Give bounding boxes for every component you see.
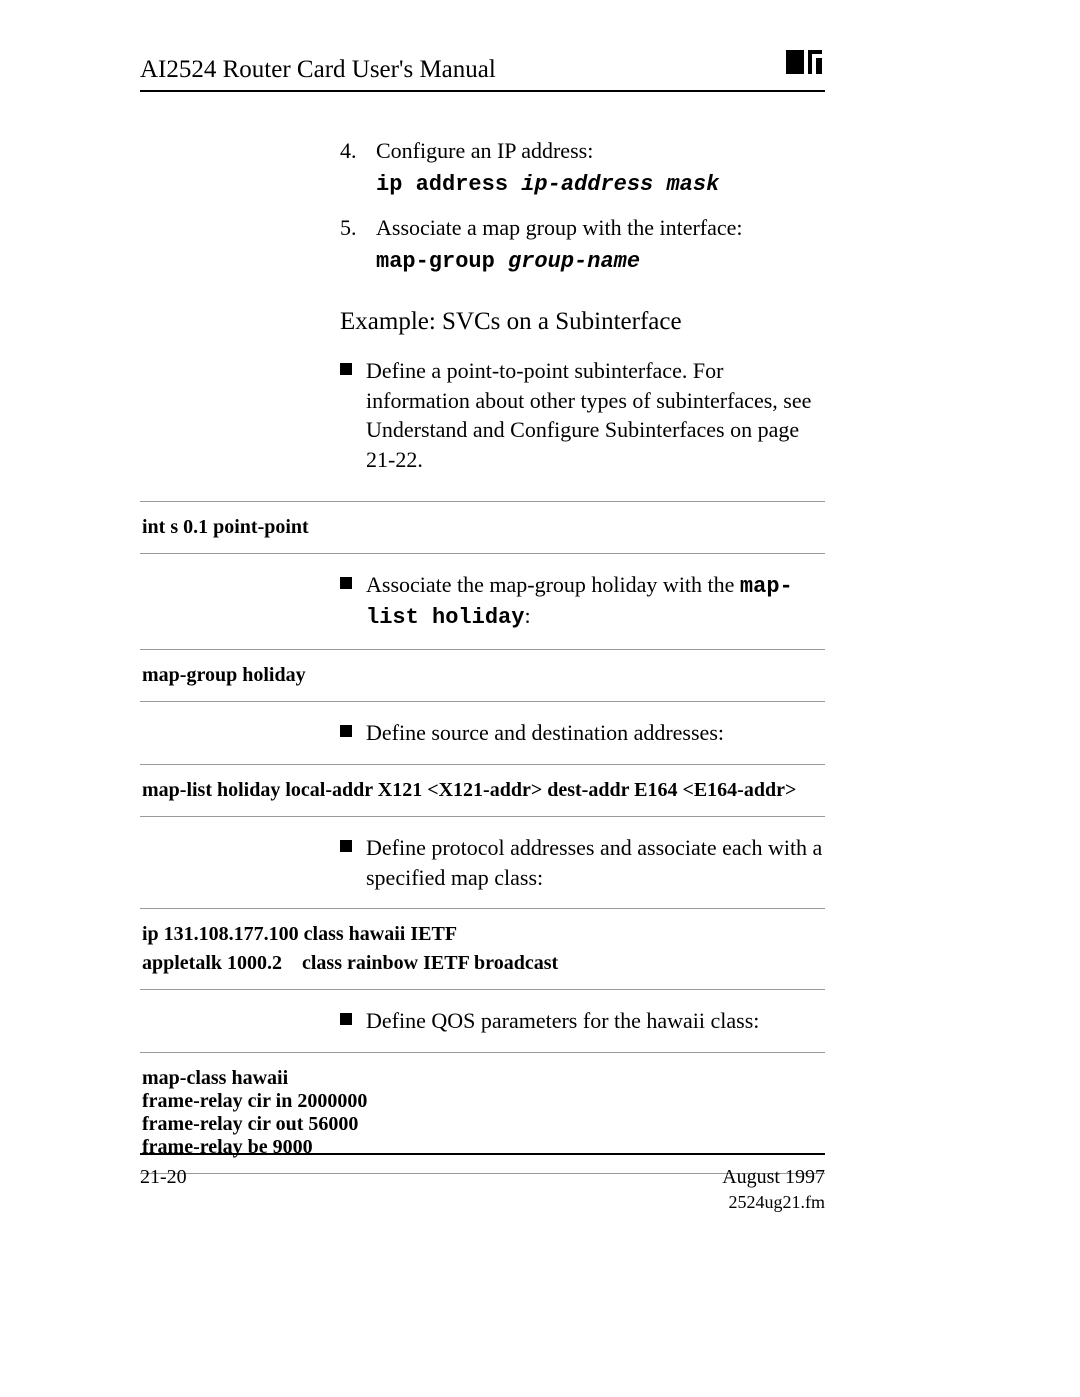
list-item: Define a point-to-point subinterface. Fo… [340, 356, 825, 475]
text-post: : [524, 603, 530, 628]
step-text: Associate a map group with the interface… [376, 215, 743, 241]
config-line: int s 0.1 point-point [140, 510, 825, 545]
footer-filename: 2524ug21.fm [729, 1192, 826, 1213]
content-area: 4. Configure an IP address: ip address i… [140, 120, 825, 1182]
bullet-text: Define source and destination addresses: [366, 718, 724, 748]
bullet-text: Define QOS parameters for the hawaii cla… [366, 1006, 759, 1036]
step-5: 5. Associate a map group with the interf… [340, 215, 825, 241]
config-line: frame-relay cir out 56000 [140, 1113, 825, 1136]
code-cmd: map-group [376, 249, 508, 274]
bullet-icon [340, 577, 352, 589]
divider [140, 701, 825, 702]
divider [140, 816, 825, 817]
step-5-code: map-group group-name [376, 249, 825, 274]
brand-logo-icon [786, 48, 822, 76]
config-col-right: class rainbow IETF broadcast [302, 952, 558, 975]
step-4-code: ip address ip-address mask [376, 172, 825, 197]
explain-block: Define protocol addresses and associate … [340, 833, 825, 892]
config-line: map-class hawaii [140, 1061, 825, 1090]
list-item: Define protocol addresses and associate … [340, 833, 825, 892]
bullet-icon [340, 725, 352, 737]
bullet-text: Define protocol addresses and associate … [366, 833, 825, 892]
config-line: frame-relay be 9000 [140, 1136, 825, 1165]
explain-block: Associate the map-group holiday with the… [340, 570, 825, 633]
config-col-left: appletalk 1000.2 [142, 952, 302, 975]
bullet-icon [340, 363, 352, 375]
bullet-icon [340, 840, 352, 852]
step-4: 4. Configure an IP address: [340, 138, 825, 164]
code-arg: ip-address mask [521, 172, 719, 197]
divider [140, 649, 825, 650]
divider [140, 553, 825, 554]
text-pre: Associate the map-group holiday with the [366, 572, 740, 597]
explain-block: Define QOS parameters for the hawaii cla… [340, 1006, 825, 1036]
divider [140, 908, 825, 909]
bullet-text: Define a point-to-point subinterface. Fo… [366, 356, 825, 475]
footer-rule [140, 1153, 825, 1155]
step-number: 4. [340, 138, 376, 164]
config-line: frame-relay cir in 2000000 [140, 1090, 825, 1113]
divider [140, 501, 825, 502]
footer-date: August 1997 [722, 1166, 825, 1189]
config-line: map-group holiday [140, 658, 825, 693]
steps-block: 4. Configure an IP address: ip address i… [340, 138, 825, 475]
list-item: Associate the map-group holiday with the… [340, 570, 825, 633]
header-rule [140, 90, 825, 92]
footer-page-number: 21-20 [140, 1166, 187, 1189]
divider [140, 989, 825, 990]
list-item: Define QOS parameters for the hawaii cla… [340, 1006, 825, 1036]
step-number: 5. [340, 215, 376, 241]
divider [140, 1052, 825, 1053]
example-heading: Example: SVCs on a Subinterface [340, 308, 825, 336]
config-line: map-list holiday local-addr X121 <X121-a… [140, 773, 825, 808]
bullet-icon [340, 1013, 352, 1025]
page-footer: 21-20 August 1997 [140, 1166, 825, 1189]
explain-block: Define source and destination addresses: [340, 718, 825, 748]
page: AI2524 Router Card User's Manual 4. Conf… [0, 0, 1080, 1397]
divider [140, 764, 825, 765]
page-header: AI2524 Router Card User's Manual [140, 56, 825, 84]
intro-bullet-list: Define a point-to-point subinterface. Fo… [340, 356, 825, 475]
code-arg: group-name [508, 249, 640, 274]
header-title: AI2524 Router Card User's Manual [140, 56, 825, 84]
config-line: ip 131.108.177.100 class hawaii IETF [140, 917, 825, 952]
config-line: appletalk 1000.2 class rainbow IETF broa… [140, 952, 825, 981]
config-section-1: int s 0.1 point-point Associate the map-… [140, 501, 825, 1174]
step-text: Configure an IP address: [376, 138, 593, 164]
list-item: Define source and destination addresses: [340, 718, 825, 748]
code-cmd: ip address [376, 172, 521, 197]
bullet-text: Associate the map-group holiday with the… [366, 570, 825, 633]
